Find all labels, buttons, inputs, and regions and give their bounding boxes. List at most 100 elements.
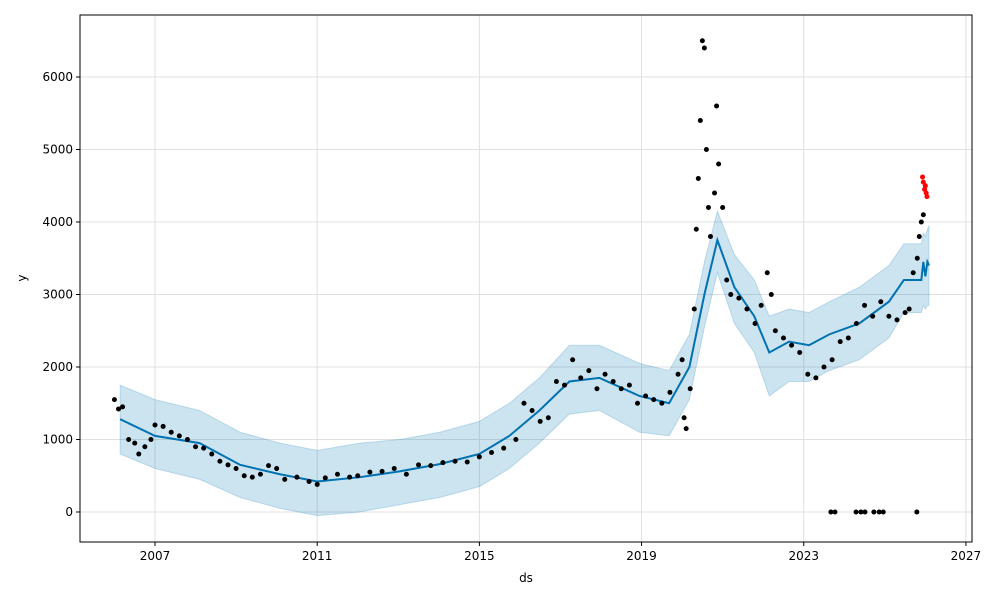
- data-point: [193, 444, 199, 450]
- data-point: [529, 407, 535, 413]
- data-point: [225, 462, 231, 468]
- data-point: [894, 317, 900, 323]
- data-point: [651, 397, 657, 403]
- data-point: [924, 194, 930, 200]
- data-point: [845, 335, 851, 341]
- data-point: [120, 404, 126, 410]
- data-point: [853, 509, 859, 515]
- data-point: [707, 233, 713, 239]
- data-point: [736, 295, 742, 301]
- data-point: [553, 378, 559, 384]
- data-point: [813, 375, 819, 381]
- data-point: [693, 226, 699, 232]
- data-point: [659, 400, 665, 406]
- data-point: [545, 415, 551, 421]
- data-point: [821, 364, 827, 370]
- data-point: [789, 342, 795, 348]
- data-point: [126, 436, 132, 442]
- data-point: [858, 509, 864, 515]
- data-point: [716, 161, 722, 167]
- y-tick-label: 4000: [42, 215, 73, 229]
- data-point: [379, 468, 385, 474]
- data-point: [476, 454, 482, 460]
- data-point: [111, 397, 117, 403]
- data-point: [714, 103, 720, 109]
- data-point: [132, 440, 138, 446]
- data-point: [440, 460, 446, 466]
- y-tick-label: 3000: [42, 287, 73, 301]
- data-point: [274, 465, 280, 471]
- uncertainty-band: [119, 209, 930, 517]
- data-point: [152, 422, 158, 428]
- data-point: [282, 476, 288, 482]
- data-point: [764, 270, 770, 276]
- data-point: [201, 445, 207, 451]
- data-point: [322, 475, 328, 481]
- data-point: [828, 509, 834, 515]
- data-point: [691, 306, 697, 312]
- x-axis-label: ds: [519, 571, 533, 585]
- data-point: [780, 335, 786, 341]
- data-point: [728, 291, 734, 297]
- data-point: [217, 458, 223, 464]
- data-point: [829, 357, 835, 363]
- data-point: [578, 375, 584, 381]
- y-tick-label: 5000: [42, 142, 73, 156]
- data-point: [679, 357, 685, 363]
- data-point: [209, 451, 215, 457]
- data-point: [391, 465, 397, 471]
- data-point: [367, 469, 373, 475]
- data-point: [906, 306, 912, 312]
- data-point: [586, 368, 592, 374]
- plot-frame: [79, 14, 973, 543]
- data-point: [667, 389, 673, 395]
- data-point: [772, 328, 778, 334]
- data-point: [922, 183, 928, 189]
- y-tick-label: 1000: [42, 432, 73, 446]
- data-point: [701, 45, 707, 51]
- data-point: [521, 400, 527, 406]
- data-point: [837, 339, 843, 345]
- x-tick-label: 2019: [626, 549, 657, 563]
- data-point: [347, 474, 353, 480]
- data-point: [635, 400, 640, 406]
- data-point: [853, 320, 859, 326]
- data-point: [797, 349, 803, 355]
- data-point: [862, 509, 868, 515]
- data-point: [699, 38, 705, 44]
- data-point: [758, 302, 764, 308]
- data-point: [880, 509, 886, 515]
- data-point: [570, 357, 576, 363]
- data-point: [501, 445, 507, 451]
- y-tick-label: 6000: [42, 70, 73, 84]
- data-point: [513, 436, 519, 442]
- data-point: [241, 473, 247, 479]
- data-point: [920, 174, 926, 180]
- x-tick-label: 2023: [788, 549, 819, 563]
- data-point: [914, 509, 920, 515]
- data-point: [870, 313, 876, 319]
- x-tick-label: 2027: [951, 549, 982, 563]
- y-tick-label: 0: [65, 505, 73, 519]
- data-point: [876, 509, 882, 515]
- data-point: [724, 277, 730, 283]
- y-axis-label: y: [15, 274, 29, 281]
- data-point: [249, 474, 255, 480]
- data-point: [697, 117, 703, 123]
- data-point: [832, 509, 838, 515]
- data-point: [878, 299, 884, 305]
- data-point: [695, 175, 701, 181]
- data-point: [916, 233, 922, 239]
- data-point: [805, 371, 811, 377]
- data-point: [683, 426, 689, 432]
- x-tick-label: 2007: [140, 549, 171, 563]
- data-point: [184, 436, 190, 442]
- data-point: [675, 371, 681, 377]
- x-tick-label: 2015: [464, 549, 495, 563]
- data-point: [902, 310, 908, 316]
- data-point: [618, 386, 624, 392]
- data-point: [428, 463, 434, 469]
- data-point: [334, 471, 340, 477]
